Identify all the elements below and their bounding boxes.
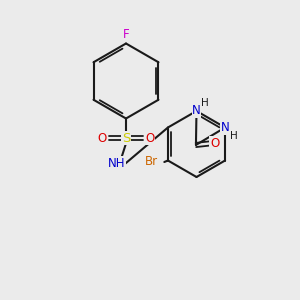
Text: H: H [201, 98, 209, 108]
Text: N: N [221, 121, 230, 134]
Text: O: O [210, 137, 219, 150]
Text: N: N [192, 104, 201, 118]
Text: O: O [146, 131, 154, 145]
Text: F: F [123, 28, 129, 41]
Text: O: O [98, 131, 106, 145]
Text: S: S [122, 131, 130, 145]
Text: NH: NH [108, 157, 126, 170]
Text: Br: Br [145, 155, 158, 169]
Text: H: H [230, 131, 237, 141]
